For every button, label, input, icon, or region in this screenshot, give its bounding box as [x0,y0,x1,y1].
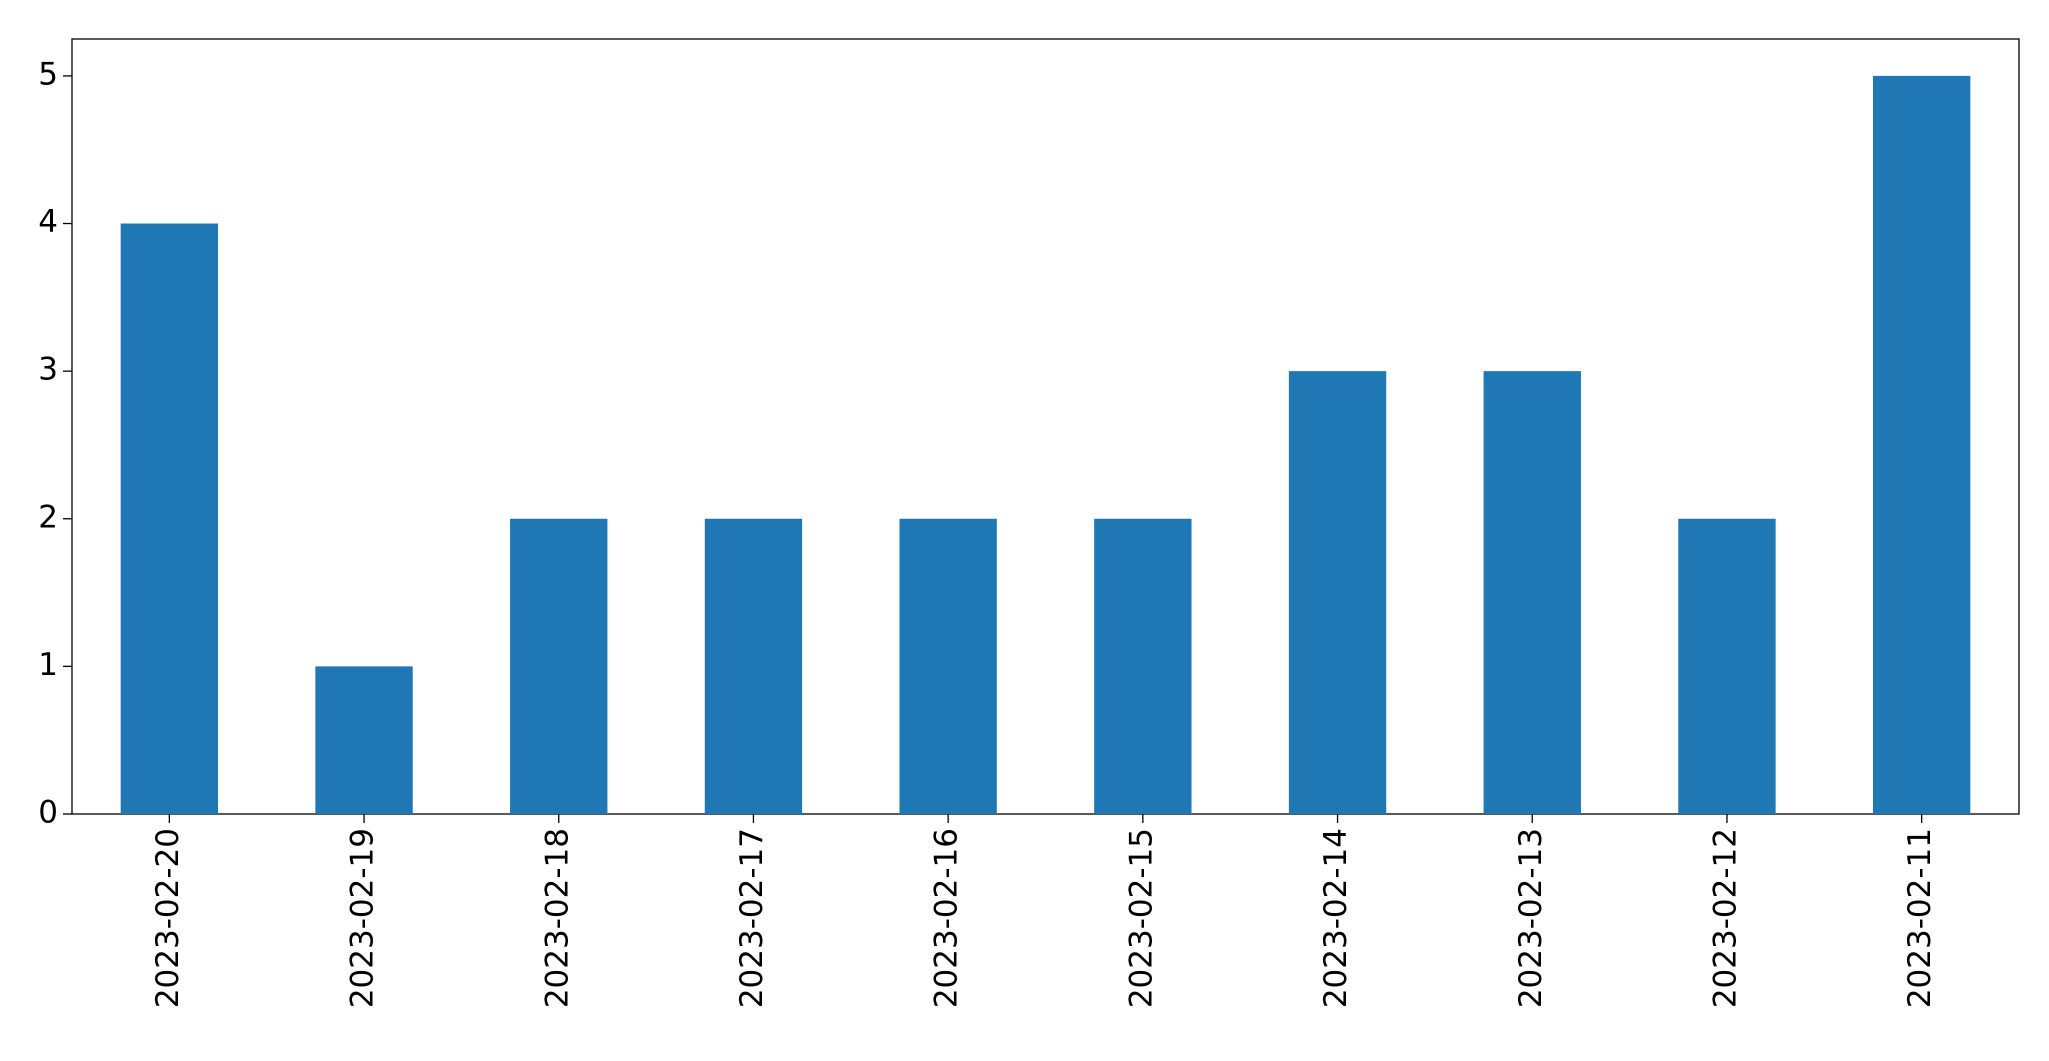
x-tick-label: 2023-02-19 [345,828,381,1008]
bar [120,223,219,814]
y-tick-label: 0 [38,795,58,831]
y-tick-label: 4 [38,204,58,240]
y-tick-label: 3 [38,352,58,388]
y-tick-label: 2 [38,499,58,535]
y-tick-label: 1 [38,647,58,683]
x-tick-label: 2023-02-14 [1318,828,1354,1008]
plot-frame [71,38,2020,815]
bar [704,518,803,814]
y-tick-label: 5 [38,56,58,92]
x-tick-label: 2023-02-13 [1513,828,1549,1008]
bar [1872,75,1971,814]
x-tick-label: 2023-02-15 [1123,828,1159,1008]
bar [899,518,997,814]
bar [1678,518,1776,814]
x-tick-label: 2023-02-12 [1707,828,1743,1008]
bar [1483,371,1581,814]
bar [315,666,413,814]
x-tick-label: 2023-02-16 [929,828,965,1008]
bar [1094,518,1192,814]
x-tick-label: 2023-02-11 [1902,828,1938,1008]
x-tick-label: 2023-02-20 [150,828,186,1008]
x-tick-label: 2023-02-18 [539,828,575,1008]
bar [1288,371,1387,814]
x-tick-label: 2023-02-17 [734,828,770,1008]
bar [510,518,608,814]
